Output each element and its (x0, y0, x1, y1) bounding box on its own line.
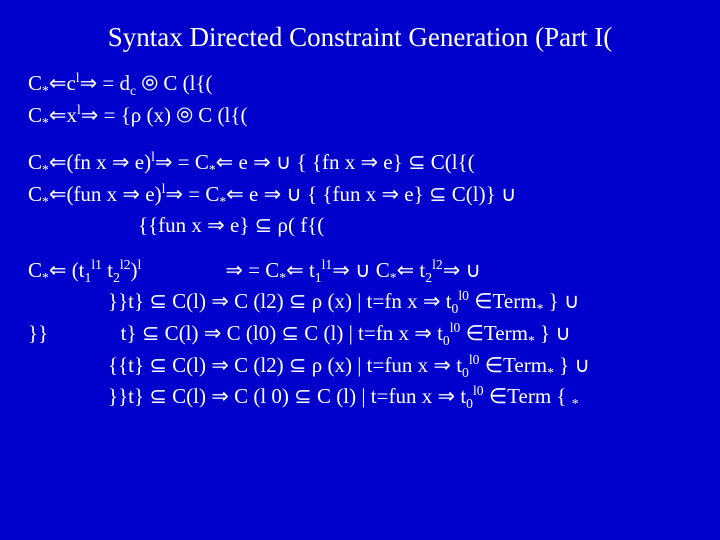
rule-fun-cont: {{fun x ⇒ e} ⊆ ρ( f{( (28, 211, 692, 239)
sub-star: * (390, 270, 397, 285)
txt: ⇐ t (397, 258, 426, 282)
sup-l1: l1 (322, 257, 333, 272)
sub-star: * (42, 194, 49, 209)
txt: ) (131, 258, 138, 282)
spacer (141, 258, 225, 282)
sub-star: * (572, 396, 579, 411)
txt: ∈Term (460, 321, 528, 345)
txt: }}t} ⊆ C(l) ⇒ C (l 0) ⊆ C (l) | t=fun x … (108, 384, 466, 408)
txt: ⇐ e ⇒ ∪ { {fun x ⇒ e} ⊆ C(l)} ∪ (226, 182, 516, 206)
rule-fn: C*⇐(fn x ⇒ e)l⇒ = C*⇐ e ⇒ ∪ { {fn x ⇒ e}… (28, 148, 692, 180)
sub0: 0 (462, 365, 469, 380)
txt: ⇐ e ⇒ ∪ { {fn x ⇒ e} ⊆ C(l{( (216, 150, 475, 174)
txt: ⇐c (49, 71, 76, 95)
txt: t (102, 258, 113, 282)
slide-title: Syntax Directed Constraint Generation (P… (28, 22, 692, 53)
txt: C (28, 71, 42, 95)
txt: ⦾ C (l{( (136, 71, 212, 95)
rule-constant: C*⇐cl⇒ = dc ⦾ C (l{( (28, 69, 692, 101)
txt: ⇒ = C (165, 182, 219, 206)
sub-star: * (42, 270, 49, 285)
sub0: 0 (443, 333, 450, 348)
txt: ∈Term (469, 289, 537, 313)
sub-star: * (42, 162, 49, 177)
slide-root: Syntax Directed Constraint Generation (P… (0, 0, 720, 540)
txt: } ∪ (554, 353, 590, 377)
txt: ⇐(fn x ⇒ e) (49, 150, 151, 174)
sub-star: * (42, 83, 49, 98)
txt: ∈Term (480, 353, 548, 377)
sub2: 2 (113, 270, 120, 285)
rule-apply-c4: }}t} ⊆ C(l) ⇒ C (l 0) ⊆ C (l) | t=fun x … (28, 382, 692, 414)
rule-fun: C*⇐(fun x ⇒ e)l⇒ = C*⇐ e ⇒ ∪ { {fun x ⇒ … (28, 180, 692, 212)
txt: ∈Term { (484, 384, 572, 408)
rule-apply-c2: }} t} ⊆ C(l) ⇒ C (l0) ⊆ C (l) | t=fn x ⇒… (28, 319, 692, 351)
txt: ⇐ (t (49, 258, 85, 282)
constraint-block-fn: C*⇐(fn x ⇒ e)l⇒ = C*⇐ e ⇒ ∪ { {fn x ⇒ e}… (28, 148, 692, 240)
txt: C (28, 103, 42, 127)
txt: ⇐ t (286, 258, 315, 282)
rule-apply-c1: }}t} ⊆ C(l) ⇒ C (l2) ⊆ ρ (x) | t=fn x ⇒ … (28, 287, 692, 319)
sub0: 0 (452, 302, 459, 317)
txt: ⇒ = C (155, 150, 209, 174)
sub-star: * (547, 365, 554, 380)
rule-apply-c3: {{t} ⊆ C(l) ⇒ C (l2) ⊆ ρ (x) | t=fun x ⇒… (28, 351, 692, 383)
txt: } ∪ (543, 289, 579, 313)
txt: C (28, 182, 42, 206)
rule-apply-head: C*⇐ (t1l1 t2l2)l ⇒ = C*⇐ t1l1⇒ ∪ C*⇐ t2l… (28, 256, 692, 288)
sub2: 2 (425, 270, 432, 285)
sup-l0: l0 (473, 383, 484, 398)
txt: {{t} ⊆ C(l) ⇒ C (l2) ⊆ ρ (x) | t=fun x ⇒… (108, 353, 462, 377)
rule-variable: C*⇐xl⇒ = {ρ (x) ⦾ C (l{( (28, 101, 692, 133)
sup-l2: l2 (120, 257, 131, 272)
txt: ⇒ = d (80, 71, 130, 95)
sup-l0: l0 (469, 352, 480, 367)
sub-star: * (528, 333, 535, 348)
constraint-block-constants: C*⇐cl⇒ = dc ⦾ C (l{( C*⇐xl⇒ = {ρ (x) ⦾ C… (28, 69, 692, 132)
txt: }} (28, 321, 48, 345)
txt: ⇒ = {ρ (x) ⦾ C (l{( (81, 103, 248, 127)
sub0: 0 (466, 396, 473, 411)
sup-l0: l0 (458, 288, 469, 303)
txt: ⇐x (49, 103, 77, 127)
sup-l2: l2 (432, 257, 443, 272)
txt: ⇐(fun x ⇒ e) (49, 182, 162, 206)
txt: } ∪ (535, 321, 571, 345)
sub1: 1 (85, 270, 92, 285)
sup-l1: l1 (91, 257, 102, 272)
sup-l0: l0 (450, 320, 461, 335)
sub-star: * (209, 162, 216, 177)
txt: }}t} ⊆ C(l) ⇒ C (l2) ⊆ ρ (x) | t=fn x ⇒ … (108, 289, 452, 313)
txt: C (28, 258, 42, 282)
txt: t} ⊆ C(l) ⇒ C (l0) ⊆ C (l) | t=fn x ⇒ t (121, 321, 443, 345)
sub-star: * (42, 115, 49, 130)
txt: ⇒ ∪ C (332, 258, 389, 282)
sub1: 1 (315, 270, 322, 285)
txt: ⇒ = C (225, 258, 279, 282)
txt: ⇒ ∪ (443, 258, 481, 282)
constraint-block-apply: C*⇐ (t1l1 t2l2)l ⇒ = C*⇐ t1l1⇒ ∪ C*⇐ t2l… (28, 256, 692, 414)
txt: C (28, 150, 42, 174)
